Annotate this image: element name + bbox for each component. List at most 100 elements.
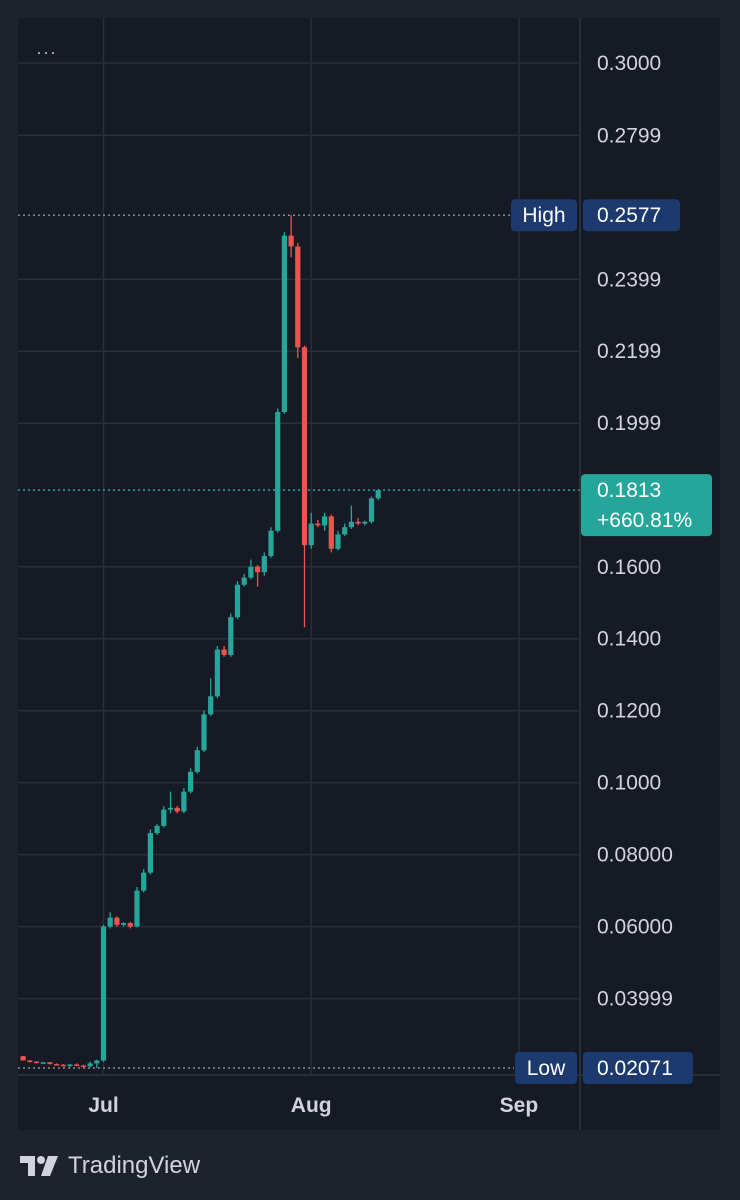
candle[interactable]: [322, 512, 328, 531]
candle[interactable]: [268, 527, 274, 558]
candle[interactable]: [67, 1064, 73, 1068]
candle[interactable]: [275, 408, 281, 533]
candle[interactable]: [368, 496, 375, 524]
candle[interactable]: [174, 806, 180, 814]
candle[interactable]: [214, 645, 220, 699]
candle[interactable]: [167, 791, 174, 814]
candle[interactable]: [375, 489, 381, 501]
candle-body: [315, 523, 321, 526]
candle[interactable]: [241, 573, 247, 587]
candle[interactable]: [328, 514, 334, 553]
candle[interactable]: [147, 829, 153, 875]
time-axis[interactable]: Jul Aug Sep: [88, 1094, 538, 1117]
tradingview-watermark[interactable]: TradingView: [20, 1150, 200, 1182]
tradingview-brand-text: TradingView: [68, 1152, 201, 1179]
candle-body: [181, 791, 187, 812]
candle[interactable]: [315, 519, 321, 528]
candle[interactable]: [228, 613, 234, 657]
candle[interactable]: [208, 678, 214, 717]
candle-body: [47, 1062, 53, 1065]
candle[interactable]: [295, 242, 301, 359]
candle-body: [100, 926, 107, 1061]
candle-body: [27, 1060, 33, 1062]
candle-body: [33, 1061, 40, 1064]
candle-body: [288, 235, 294, 247]
candle-body: [368, 498, 375, 522]
candle[interactable]: [80, 1064, 86, 1068]
candle-body: [80, 1065, 86, 1068]
candle[interactable]: [74, 1063, 80, 1067]
candle-body: [174, 807, 180, 812]
candle[interactable]: [33, 1061, 40, 1064]
candle[interactable]: [234, 581, 241, 619]
price-tick-label: 0.1000: [597, 772, 661, 795]
candle[interactable]: [362, 520, 368, 526]
candle-body: [228, 617, 234, 655]
candle-body: [121, 923, 127, 925]
candle[interactable]: [261, 552, 267, 576]
candle[interactable]: [355, 518, 361, 526]
candle-body: [201, 714, 207, 751]
candle[interactable]: [154, 824, 160, 835]
reference-lines: [18, 214, 580, 1069]
candle[interactable]: [308, 512, 314, 549]
candles[interactable]: [20, 215, 381, 1069]
price-tags: High 0.2577 Low 0.02071 0.1813 +660.81%: [511, 199, 712, 1085]
candle-body: [355, 521, 361, 524]
candle-body: [234, 584, 241, 618]
candle[interactable]: [248, 559, 254, 580]
candle[interactable]: [47, 1061, 53, 1065]
candle[interactable]: [127, 921, 133, 929]
candle[interactable]: [54, 1063, 60, 1066]
candle-body: [268, 530, 274, 556]
candle[interactable]: [301, 345, 308, 628]
candle-body: [255, 566, 261, 573]
candle-body: [54, 1064, 60, 1066]
candle-body: [295, 246, 301, 348]
candle[interactable]: [281, 232, 287, 414]
candle[interactable]: [107, 912, 113, 929]
candle[interactable]: [188, 768, 194, 794]
candle[interactable]: [342, 523, 348, 537]
candle[interactable]: [114, 916, 120, 927]
candle[interactable]: [121, 922, 127, 927]
candle[interactable]: [221, 645, 227, 657]
candle[interactable]: [335, 530, 341, 551]
candle-body: [248, 566, 254, 578]
price-axis[interactable]: 0.3000 0.2799 0.2399 0.2199 0.1999 0.1600 0.14…: [597, 52, 673, 1011]
high-value-box: [583, 199, 680, 232]
candle[interactable]: [40, 1061, 46, 1064]
price-tick-label: 0.2799: [597, 124, 661, 147]
candle[interactable]: [181, 788, 187, 814]
chart-menu-icon[interactable]: ···: [36, 42, 57, 62]
time-tick-label: Sep: [500, 1094, 539, 1117]
candle-body: [167, 807, 174, 810]
time-tick-label: Aug: [291, 1094, 332, 1117]
candle[interactable]: [348, 505, 354, 529]
candle-body: [221, 649, 227, 655]
candle[interactable]: [100, 924, 107, 1062]
low-value: 0.02071: [597, 1057, 673, 1080]
high-value: 0.2577: [597, 204, 661, 227]
candle[interactable]: [255, 564, 261, 587]
candle[interactable]: [161, 806, 167, 828]
candle[interactable]: [141, 869, 147, 893]
price-chart[interactable]: 0.3000 0.2799 0.2399 0.2199 0.1999 0.1600 0.14…: [0, 0, 740, 1150]
price-tick-label: 0.08000: [597, 844, 673, 867]
candle[interactable]: [288, 215, 294, 258]
candle-body: [241, 577, 247, 585]
candle[interactable]: [20, 1056, 26, 1061]
candle-body: [114, 917, 120, 925]
candle[interactable]: [134, 887, 140, 928]
candle[interactable]: [201, 710, 207, 753]
candle-body: [188, 771, 194, 792]
candle-body: [348, 521, 354, 528]
candle[interactable]: [87, 1061, 93, 1068]
high-tag: High 0.2577: [511, 199, 680, 232]
price-tick-label: 0.2199: [597, 340, 661, 363]
candle[interactable]: [194, 746, 200, 774]
candle[interactable]: [27, 1060, 33, 1063]
candle[interactable]: [94, 1059, 100, 1069]
candle[interactable]: [60, 1064, 66, 1067]
candle-body: [20, 1056, 26, 1061]
